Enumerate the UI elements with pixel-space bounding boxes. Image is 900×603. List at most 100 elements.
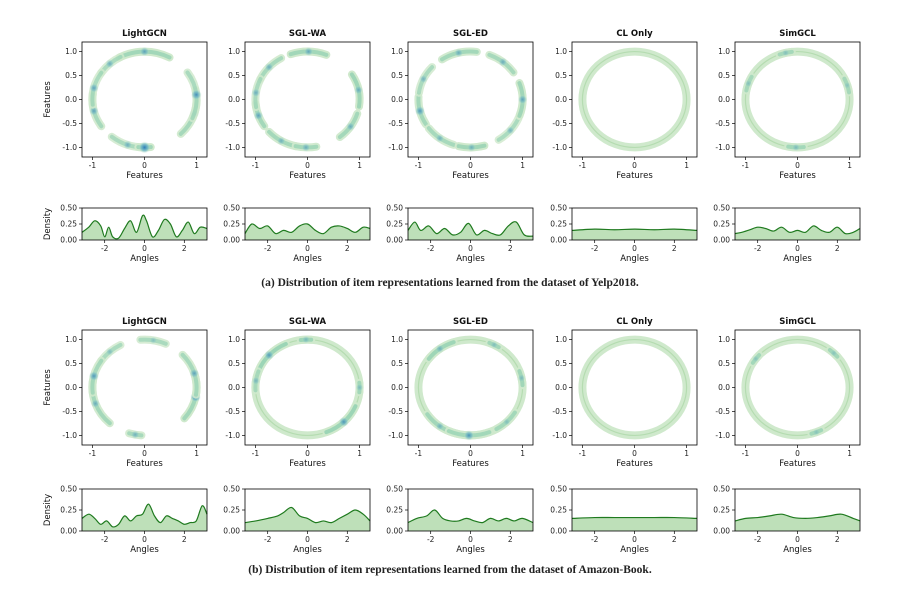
x-tick-label: 0	[468, 161, 473, 170]
x-tick-label: -2	[591, 244, 599, 253]
x-tick-label: 0	[305, 535, 310, 544]
y-tick-label: 0.5	[555, 359, 567, 368]
x-tick-label: 2	[345, 535, 350, 544]
y-tick-label: 0.25	[386, 506, 403, 515]
y-tick-label: 0.0	[718, 383, 730, 392]
x-tick-label: 0	[795, 244, 800, 253]
ring-hotspot	[345, 122, 355, 132]
x-tick-label: 0	[632, 244, 637, 253]
y-tick-label: 0.50	[223, 485, 240, 494]
y-tick-label: -1.0	[62, 431, 77, 440]
y-tick-label: 0.5	[391, 359, 403, 368]
y-tick-label: 0.50	[713, 204, 730, 213]
y-tick-label: 0.25	[550, 506, 567, 515]
density-line	[734, 513, 861, 522]
density-area	[735, 514, 860, 531]
ring-hotspot	[123, 140, 133, 150]
ring-density	[414, 47, 528, 152]
x-tick-label: 2	[835, 244, 840, 253]
y-tick-label: 0.50	[386, 485, 403, 494]
ring-core	[744, 50, 851, 149]
y-tick-label: 0.5	[718, 71, 730, 80]
ring-axes-frame	[244, 329, 371, 446]
panel-sgl-ed: SGL-ED -1 0 1 1.0 0.5 0.0 -0.5 -1.0 Features -2 0 2 0…	[386, 317, 534, 555]
ring-hotspot	[791, 143, 801, 152]
x-tick-label: 0	[468, 449, 473, 458]
y-tick-label: 1.0	[65, 335, 77, 344]
ring-axes-frame	[81, 41, 208, 158]
panel-lightgcn: LightGCN -1 0 1 1.0 0.5 0.0 -0.5 -1.0 Features Fea…	[43, 317, 208, 555]
ring-hotspot	[467, 143, 476, 152]
y-tick-label: 0.00	[60, 236, 77, 245]
x-axis-label: Features	[126, 171, 163, 181]
ring-hotspot	[435, 133, 445, 143]
ring-density	[578, 335, 691, 440]
chart-group-b: LightGCN -1 0 1 1.0 0.5 0.0 -0.5 -1.0 Features Fea…	[43, 317, 861, 555]
ring-density	[578, 47, 691, 152]
x-tick-label: 1	[847, 449, 852, 458]
ring-axes-frame	[407, 41, 534, 158]
ring-hotspot	[338, 416, 349, 427]
y-tick-label: 0.00	[223, 236, 240, 245]
y-tick-label: 1.0	[65, 47, 77, 56]
density-line	[734, 225, 861, 235]
y-tick-label: -1.0	[715, 143, 730, 152]
x-tick-label: -1	[415, 449, 423, 458]
ring-hotspot	[251, 88, 261, 98]
x-axis-label: Angles	[293, 545, 322, 555]
y-tick-label: 0.25	[386, 220, 403, 229]
x-axis-label: Features	[452, 459, 489, 469]
panel-title: CL Only	[616, 317, 653, 327]
density-area	[82, 215, 207, 240]
panel-title: SimGCL	[779, 317, 816, 327]
y-axis-label: Density	[43, 208, 53, 240]
x-tick-label: 0	[305, 244, 310, 253]
x-tick-label: 0	[795, 449, 800, 458]
x-axis-label: Angles	[456, 254, 485, 264]
x-tick-label: 1	[194, 449, 199, 458]
x-axis-label: Features	[616, 459, 653, 469]
x-tick-label: 0	[305, 161, 310, 170]
y-tick-label: 0.0	[391, 383, 403, 392]
y-tick-label: -0.5	[388, 119, 403, 128]
y-tick-label: 0.5	[391, 71, 403, 80]
y-tick-label: 1.0	[555, 47, 567, 56]
panel-title: CL Only	[616, 29, 653, 39]
x-tick-label: 0	[632, 535, 637, 544]
ring-hotspot	[744, 79, 753, 88]
x-tick-label: 1	[684, 449, 689, 458]
ring-density	[251, 335, 364, 440]
y-axis-label: Density	[43, 494, 53, 526]
x-tick-label: 2	[182, 244, 187, 253]
y-tick-label: -1.0	[715, 431, 730, 440]
ring-hotspot	[89, 83, 99, 93]
y-tick-label: -0.5	[552, 119, 567, 128]
ring-hotspot	[414, 105, 426, 117]
ring-hotspot	[264, 350, 275, 361]
ring-hotspot	[90, 399, 100, 409]
x-axis-label: Features	[452, 171, 489, 181]
y-tick-label: 0.50	[60, 485, 77, 494]
x-tick-label: 1	[847, 161, 852, 170]
panel-title: LightGCN	[122, 317, 167, 327]
density-line	[571, 516, 698, 519]
ring-axes-frame	[734, 41, 861, 158]
x-tick-label: 2	[345, 244, 350, 253]
x-tick-label: 2	[672, 244, 677, 253]
ring-hotspot	[752, 355, 760, 363]
y-tick-label: 0.0	[555, 383, 567, 392]
x-axis-label: Angles	[620, 545, 649, 555]
y-tick-label: -0.5	[225, 407, 240, 416]
ring-hotspot	[498, 57, 508, 67]
y-tick-label: -1.0	[552, 143, 567, 152]
y-tick-label: 0.00	[386, 236, 403, 245]
y-tick-label: 0.50	[550, 485, 567, 494]
ring-hotspot	[830, 349, 838, 357]
y-tick-label: -0.5	[552, 407, 567, 416]
x-tick-label: 0	[142, 535, 147, 544]
panel-title: SGL-WA	[289, 317, 327, 327]
y-tick-label: 0.50	[713, 485, 730, 494]
x-tick-label: 1	[357, 449, 362, 458]
y-tick-label: 0.0	[65, 95, 77, 104]
